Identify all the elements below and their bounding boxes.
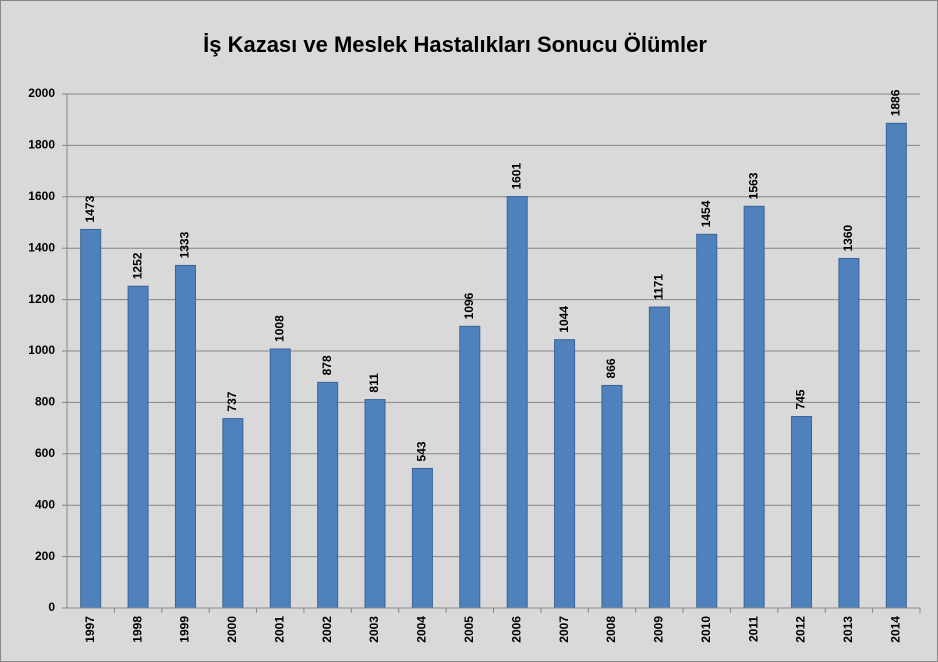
bar [80,228,102,609]
y-tick-label: 0 [48,600,55,614]
value-label: 811 [367,373,381,393]
value-label: 1333 [178,231,192,258]
value-label: 1601 [509,163,523,190]
x-tick-label: 2010 [699,616,713,643]
bar [696,233,718,609]
x-tick-label: 1997 [83,616,97,643]
bar [411,467,433,609]
value-label: 1473 [83,195,97,222]
y-tick-label: 1400 [28,240,55,254]
bar [174,264,196,609]
y-tick-label: 600 [35,446,55,460]
x-tick-label: 2008 [604,616,618,643]
value-label: 1886 [888,89,902,116]
x-tick-label: 2011 [746,616,760,642]
x-tick-label: 1999 [178,616,192,643]
value-label: 1008 [272,315,286,342]
x-tick-label: 2007 [557,616,571,643]
bar [885,122,907,609]
bar [838,257,860,609]
y-tick-label: 2000 [28,86,55,100]
y-tick-label: 400 [35,497,55,511]
bar [269,348,291,609]
value-label: 1360 [841,224,855,251]
y-tick-label: 1800 [28,138,55,152]
x-tick-label: 2013 [841,616,855,643]
x-tick-label: 2002 [320,616,334,643]
value-label: 737 [225,391,239,411]
value-label: 1252 [130,252,144,279]
bar [648,306,670,609]
value-label: 1096 [462,292,476,319]
bar [364,399,386,609]
y-tick-label: 200 [35,549,55,563]
x-tick-label: 2003 [367,616,381,643]
value-label: 1171 [652,274,666,300]
x-tick-label: 2005 [462,616,476,643]
y-tick-label: 1600 [28,189,55,203]
value-label: 1563 [746,172,760,199]
bar [554,339,576,609]
bar [222,418,244,609]
bar [743,205,765,609]
x-tick-label: 1998 [130,616,144,643]
x-tick-label: 2014 [888,616,902,643]
y-tick-label: 1200 [28,292,55,306]
x-tick-label: 2012 [794,616,808,643]
bar [506,196,528,609]
chart-title: İş Kazası ve Meslek Hastalıkları Sonucu … [203,32,707,57]
bar [601,384,623,609]
x-tick-label: 2009 [652,616,666,643]
bar [791,416,813,609]
value-label: 543 [415,441,429,461]
x-tick-label: 2004 [415,616,429,643]
x-tick-label: 2000 [225,616,239,643]
value-label: 745 [794,389,808,409]
value-label: 866 [604,358,618,378]
value-label: 878 [320,355,334,375]
y-tick-label: 1000 [28,343,55,357]
y-tick-label: 800 [35,395,55,409]
value-label: 1454 [699,200,713,227]
bar [127,285,149,609]
bar [317,381,339,609]
value-label: 1044 [557,306,571,333]
x-tick-label: 2006 [509,616,523,643]
bar [459,325,481,609]
x-tick-label: 2001 [272,616,286,643]
